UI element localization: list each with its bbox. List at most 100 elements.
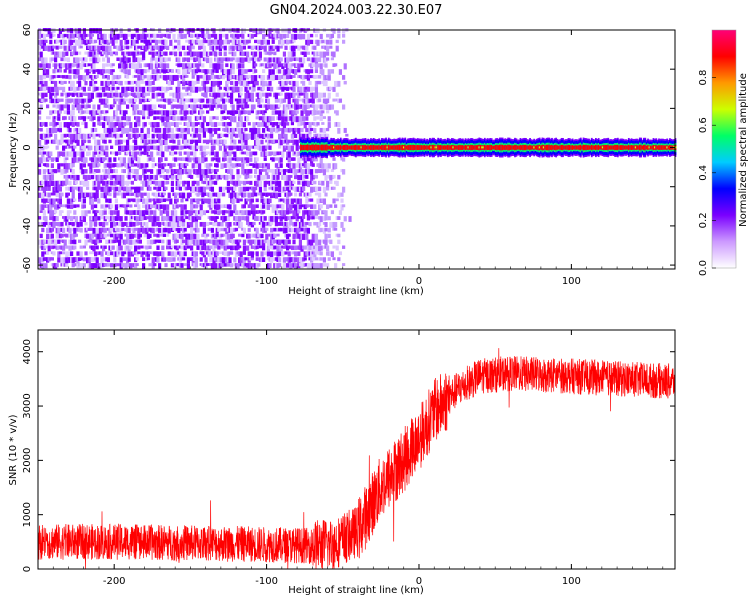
spectrogram-cell bbox=[247, 233, 251, 239]
spectrogram-cell bbox=[118, 151, 122, 156]
spectrogram-cell bbox=[308, 127, 312, 135]
spectrogram-cell bbox=[100, 80, 104, 86]
spectrogram-cell bbox=[270, 151, 274, 156]
spectrogram-cell bbox=[210, 45, 215, 51]
spectrogram-cell bbox=[225, 227, 229, 234]
spectrogram-cell bbox=[268, 139, 272, 144]
spectrogram-cell bbox=[161, 133, 165, 139]
spectrogram-cell bbox=[236, 221, 240, 226]
spectrogram-cell bbox=[153, 186, 157, 190]
spectrogram-cell bbox=[302, 233, 306, 240]
spectrogram-cell bbox=[121, 221, 125, 227]
spectrogram-cell bbox=[44, 92, 48, 98]
spectrogram-cell bbox=[148, 104, 152, 110]
spectrogram-cell bbox=[343, 80, 347, 85]
spectrogram-cell bbox=[210, 239, 215, 244]
spectrogram-cell bbox=[327, 216, 331, 221]
spectrogram-cell bbox=[303, 110, 307, 114]
spectrogram-cell bbox=[151, 39, 155, 43]
spectrogram-cell bbox=[146, 257, 151, 261]
spectrogram-cell bbox=[86, 116, 90, 120]
spectrogram-cell bbox=[95, 227, 99, 234]
spectrogram-cell bbox=[156, 163, 160, 167]
spectrogram-cell bbox=[158, 69, 162, 74]
spectrogram-cell bbox=[38, 157, 42, 164]
spectrogram-cell bbox=[239, 33, 243, 38]
spectrogram-cell bbox=[105, 133, 109, 138]
spectrogram-cell bbox=[217, 227, 221, 232]
spectrogram-cell bbox=[124, 186, 128, 190]
spectrogram-cell bbox=[105, 251, 109, 255]
spectrogram-cell bbox=[105, 180, 109, 187]
spectrogram-cell bbox=[159, 145, 163, 152]
spectrogram-cell bbox=[78, 92, 82, 97]
spectrogram-cell bbox=[156, 169, 160, 176]
spectrogram-cell bbox=[135, 263, 139, 267]
spectrogram-cell bbox=[196, 39, 200, 43]
spectrogram-signal-cell bbox=[313, 144, 316, 151]
spectrogram-cell bbox=[215, 163, 219, 168]
spectrogram-cell bbox=[62, 151, 66, 157]
spectrogram-cell bbox=[102, 122, 106, 129]
spectrogram-cell bbox=[193, 151, 197, 158]
spectrogram-cell bbox=[142, 45, 146, 49]
spectrogram-cell bbox=[191, 163, 195, 169]
spectrogram-cell bbox=[292, 57, 296, 61]
spectrogram-cell bbox=[226, 157, 231, 164]
spectrogram-cell bbox=[238, 39, 242, 46]
spectrogram-cell bbox=[126, 104, 130, 109]
spectrogram-cell bbox=[302, 133, 306, 140]
spectrogram-cell bbox=[57, 163, 61, 170]
spectrogram-cell bbox=[92, 169, 96, 174]
spectrogram-cell bbox=[86, 69, 90, 76]
spectrogram-cell bbox=[180, 75, 184, 80]
spectrogram-cell bbox=[326, 245, 330, 252]
spectrogram-cell bbox=[98, 174, 103, 182]
spectrogram-cell bbox=[143, 245, 147, 249]
spectrogram-cell bbox=[86, 192, 90, 198]
spectrogram-cell bbox=[49, 133, 53, 137]
spectrogram-cell bbox=[318, 245, 322, 252]
spectrogram-cell bbox=[268, 127, 272, 132]
spectrogram-cell bbox=[276, 210, 280, 215]
spectrogram-cell bbox=[194, 227, 199, 233]
spectrogram-cell bbox=[222, 186, 226, 192]
spectrogram-cell bbox=[183, 127, 187, 133]
spectrogram-cell bbox=[148, 98, 152, 102]
spectrogram-cell bbox=[257, 174, 261, 181]
spectrogram-cell bbox=[231, 233, 235, 239]
spectrogram-cell bbox=[305, 192, 309, 199]
spectrogram-cell bbox=[119, 98, 123, 105]
spectrogram-cell bbox=[342, 28, 346, 34]
spectrogram-cell bbox=[140, 92, 144, 98]
spectrogram-cell bbox=[94, 163, 98, 168]
spectrogram-cell bbox=[270, 251, 274, 258]
spectrogram-cell bbox=[262, 122, 266, 126]
spectrogram-cell bbox=[137, 122, 141, 127]
spectrogram-cell bbox=[87, 174, 91, 180]
spectrogram-cell bbox=[230, 127, 234, 133]
spectrogram-cell bbox=[297, 151, 301, 157]
spectrogram-cell bbox=[230, 104, 234, 108]
spectrogram-cell bbox=[102, 169, 106, 173]
spectrogram-cell bbox=[92, 75, 96, 80]
spectrogram-cell bbox=[290, 245, 295, 251]
spectrogram-cell bbox=[159, 210, 163, 216]
spectrogram-cell bbox=[292, 204, 296, 209]
spectrogram-cell bbox=[260, 98, 264, 103]
spectrogram-cell bbox=[62, 245, 66, 251]
spectrogram-cell bbox=[252, 145, 256, 149]
spectrogram-cell bbox=[105, 151, 109, 158]
spectrogram-cell bbox=[65, 251, 69, 258]
spectrogram-cell bbox=[190, 51, 194, 58]
spectrogram-cell bbox=[82, 75, 87, 82]
spectrogram-cell bbox=[191, 75, 195, 79]
spectrogram-cell bbox=[95, 169, 99, 173]
spectrogram-cell bbox=[249, 251, 253, 256]
spectrogram-cell bbox=[303, 69, 307, 73]
spectrogram-cell bbox=[332, 163, 336, 170]
spectrogram-cell bbox=[81, 86, 85, 90]
spectrogram-cell bbox=[191, 63, 195, 68]
spectrogram-cell bbox=[252, 51, 256, 58]
spectrogram-cell bbox=[276, 45, 280, 52]
